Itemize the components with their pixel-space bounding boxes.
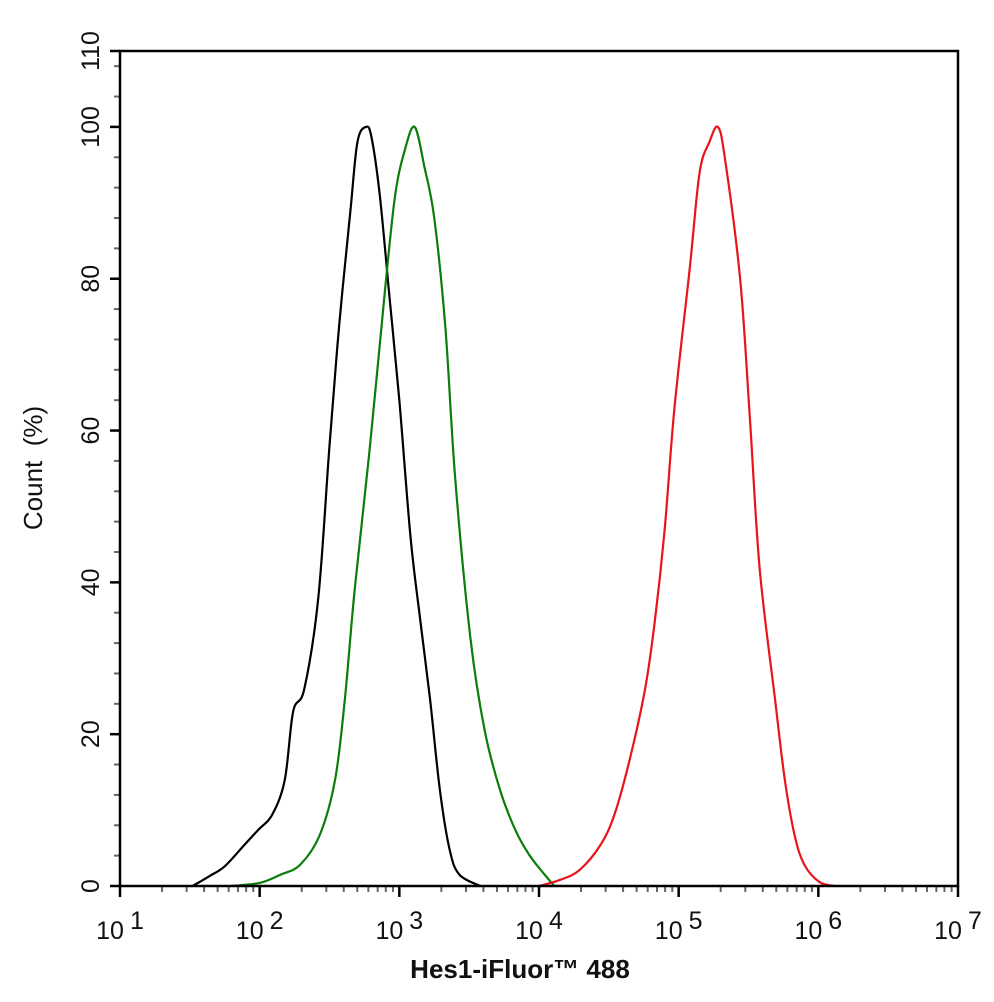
y-tick-label: 20 [77,720,105,748]
y-axis-title: Count (%) [18,406,48,530]
x-tick-exponent: 5 [689,907,703,935]
x-tick-label: 10 4 [515,907,563,945]
x-tick-label: 10 6 [794,907,842,945]
series-black-curve [192,125,481,887]
x-tick-label: 10 5 [655,907,703,945]
x-tick-exponent: 6 [828,907,842,935]
x-tick-label: 10 3 [375,907,423,945]
y-tick-label: 40 [77,568,105,596]
plot-frame [118,49,960,888]
x-tick-label: 10 2 [236,907,284,945]
series-green-curve [230,125,556,888]
x-tick-exponent: 3 [409,907,423,935]
x-tick-label: 10 7 [934,907,982,945]
x-tick-exponent: 7 [968,907,982,935]
y-tick-label: 60 [77,417,105,445]
x-tick-exponent: 1 [130,907,144,935]
x-tick-exponent: 2 [270,907,284,935]
x-axis-title: Hes1-iFluor™ 488 [410,954,630,984]
y-tick-label: 80 [77,265,105,293]
y-tick-label: 100 [77,106,105,148]
series-red-curve [538,125,836,888]
y-tick-label: 110 [77,31,105,71]
x-tick-label: 10 1 [96,907,144,945]
x-tick-exponent: 4 [549,907,563,935]
y-tick-label: 0 [77,879,105,893]
